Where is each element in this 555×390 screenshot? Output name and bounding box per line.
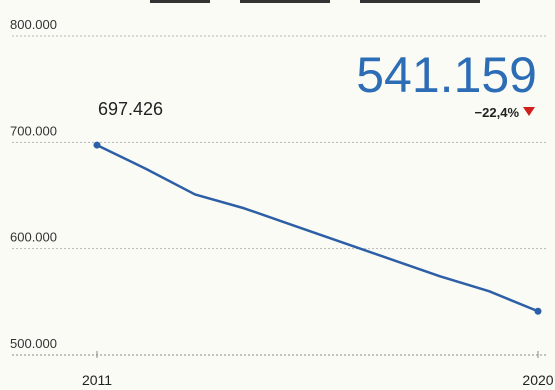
- change-label: −22,4%: [475, 105, 520, 120]
- y-tick-label: 500.000: [10, 336, 57, 351]
- cropped-header-fragment: [150, 0, 480, 3]
- x-tick-label: 2011: [82, 372, 112, 388]
- series-line: [95, 143, 540, 313]
- end-value-label: 541.159: [356, 47, 537, 103]
- series-endpoint: [534, 307, 542, 315]
- x-tick-label: 2020: [522, 372, 553, 388]
- down-triangle-icon: [523, 107, 535, 116]
- y-tick-label: 700.000: [10, 123, 57, 138]
- start-value-label: 697.426: [98, 99, 163, 119]
- y-tick-label: 800.000: [10, 17, 57, 32]
- y-tick-label: 600.000: [10, 230, 57, 245]
- series-endpoint: [93, 141, 101, 149]
